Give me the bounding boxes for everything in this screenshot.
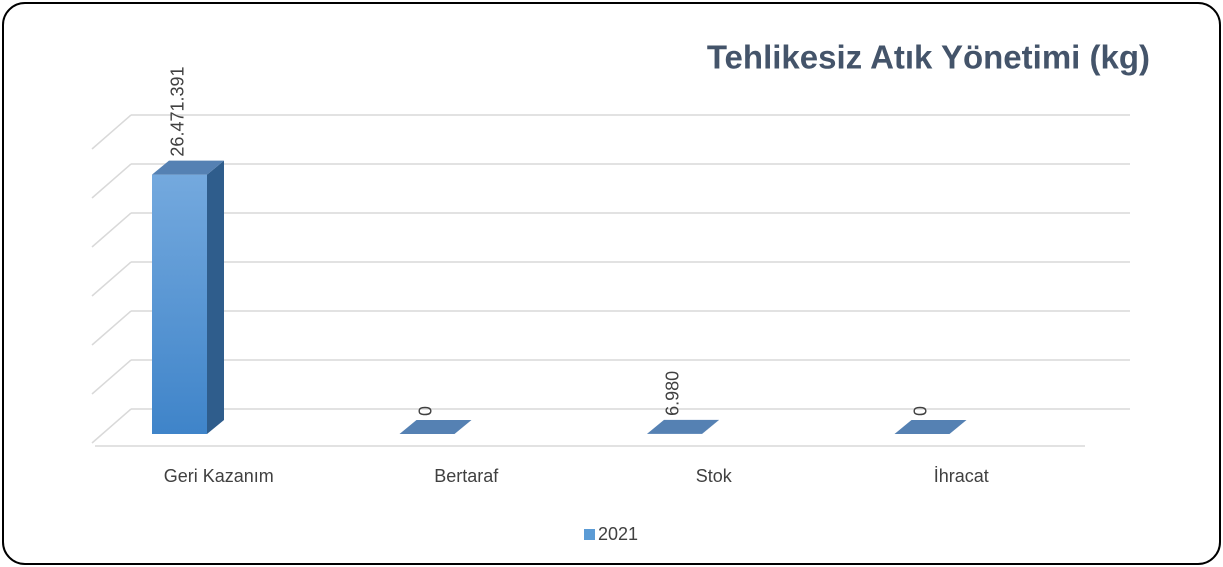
x-tick-label: Geri Kazanım — [164, 466, 274, 486]
bar-side — [702, 419, 719, 434]
bar — [399, 420, 472, 434]
bar-top — [894, 420, 967, 434]
bar-top — [647, 419, 719, 434]
data-label: 26.471.391 — [168, 66, 188, 156]
bar-front — [152, 174, 207, 434]
legend-label: 2021 — [598, 524, 638, 544]
bar — [647, 419, 719, 434]
x-tick-label: İhracat — [934, 466, 989, 486]
grid-line — [91, 163, 132, 199]
legend-swatch — [584, 529, 595, 540]
grid-line — [91, 408, 132, 444]
data-label: 0 — [415, 406, 435, 416]
bar — [152, 160, 224, 434]
x-tick-label: Stok — [696, 466, 733, 486]
data-label: 0 — [910, 406, 930, 416]
chart-title: Tehlikesiz Atık Yönetimi (kg) — [707, 39, 1150, 76]
x-tick-label: Bertaraf — [434, 466, 499, 486]
bar-side — [207, 160, 224, 434]
bar-top — [399, 420, 472, 434]
grid-line — [91, 114, 132, 150]
grid-line — [91, 310, 132, 346]
grid-line — [91, 212, 132, 248]
grid-line — [91, 359, 132, 395]
bar-top — [152, 160, 224, 175]
grid-line — [91, 261, 132, 297]
bar — [894, 420, 967, 434]
data-label: 6.980 — [663, 371, 683, 416]
